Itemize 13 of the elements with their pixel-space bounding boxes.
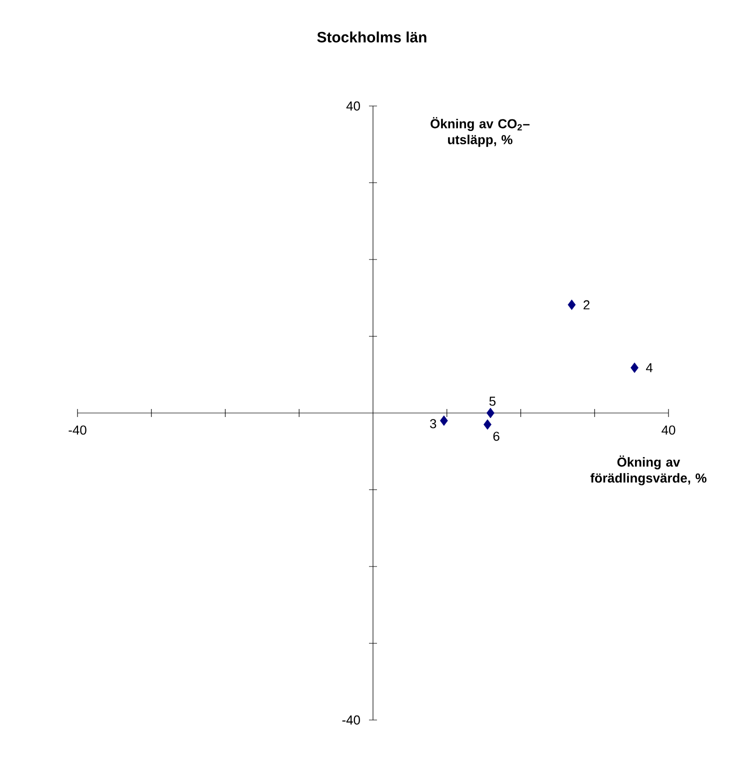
- point: [440, 415, 448, 426]
- annotation: 5: [489, 396, 496, 406]
- annotation: 3: [430, 419, 436, 428]
- annotation: 6: [493, 432, 500, 441]
- chart-title: Stockholms län: [317, 32, 426, 42]
- annotation: 4: [646, 363, 653, 372]
- annotation: 2: [584, 300, 590, 310]
- point: [484, 419, 492, 430]
- y-axis-title: Ökning av CO$_{2}$– utsläpp, %: [430, 117, 530, 147]
- point: [486, 408, 494, 418]
- point: [568, 300, 576, 310]
- point: [630, 362, 638, 373]
- x-axis-title: Ökning av förädlingsvärde, %: [590, 456, 706, 486]
